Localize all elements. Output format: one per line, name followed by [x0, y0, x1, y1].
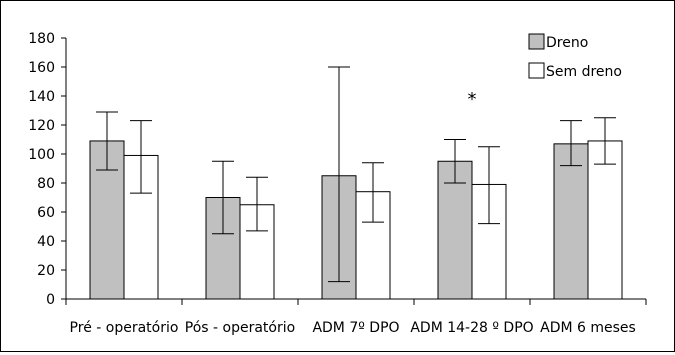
x-category-label: ADM 14-28 º DPO [410, 320, 533, 336]
x-category-label: Pré - operatório [70, 320, 179, 336]
y-tick-label: 120 [28, 118, 55, 134]
y-tick-label: 160 [28, 60, 55, 76]
y-tick-label: 20 [37, 263, 55, 279]
legend-label: Sem dreno [546, 64, 622, 80]
y-tick-label: 80 [37, 176, 55, 192]
y-tick-label: 100 [28, 147, 55, 163]
y-tick-label: 40 [37, 234, 55, 250]
x-category-label: Pós - operatório [185, 320, 295, 336]
bar-dreno [437, 160, 473, 300]
legend-swatch [528, 33, 545, 50]
bar-sem-dreno [587, 140, 623, 300]
x-category-label: ADM 6 meses [540, 320, 636, 336]
legend-swatch [528, 62, 545, 79]
y-tick-label: 180 [28, 31, 55, 47]
y-tick-label: 60 [37, 205, 55, 221]
bar-sem-dreno [471, 183, 507, 300]
significance-asterisk: * [468, 89, 477, 110]
y-tick-label: 140 [28, 89, 55, 105]
legend-label: Dreno [546, 35, 588, 51]
bar-dreno [553, 143, 589, 300]
x-category-label: ADM 7º DPO [312, 320, 399, 336]
y-tick-label: 0 [46, 292, 55, 308]
